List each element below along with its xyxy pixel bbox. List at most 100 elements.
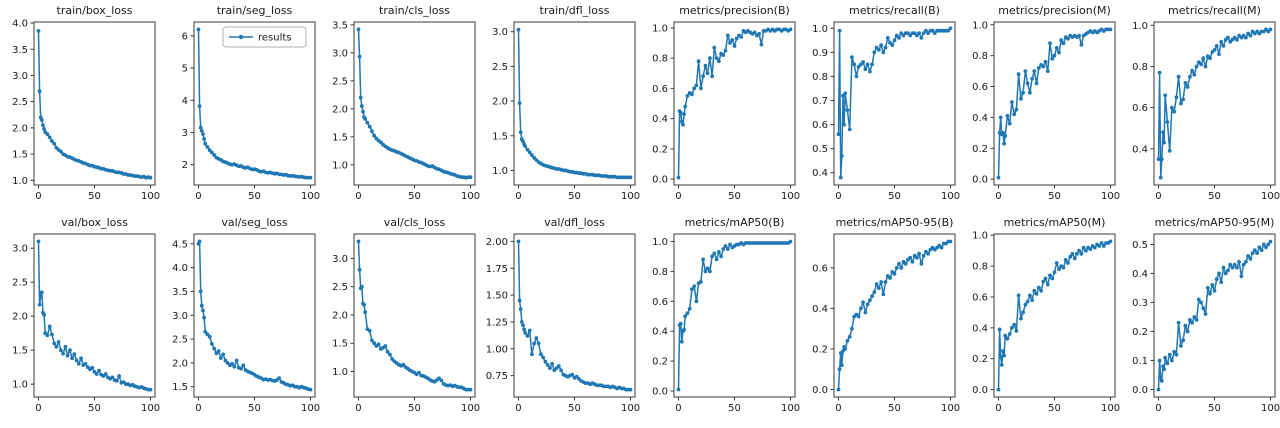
data-point-marker — [212, 346, 217, 351]
data-point-marker — [712, 251, 717, 256]
data-point-marker — [115, 378, 119, 383]
data-point-marker — [543, 359, 548, 364]
y-tick-label: 1.5 — [492, 131, 508, 142]
data-point-marker — [356, 27, 361, 32]
data-point-marker — [37, 89, 42, 94]
data-point-marker — [72, 352, 77, 357]
plot-canvas: train/box_loss 1.0 1.5 2.0 2.5 3.0 3.5 4.0 0 50 10… — [12, 4, 160, 202]
x-tick-label: 50 — [248, 191, 261, 202]
y-tick-label: 0.6 — [812, 263, 828, 274]
plot-canvas: metrics/mAP50(B) 0.0 0.2 0.4 0.6 0.8 1.0 0 50 100 — [652, 216, 800, 414]
data-point-marker — [388, 352, 392, 357]
y-tick-label: 1.0 — [972, 231, 988, 242]
x-tick-label: 50 — [568, 191, 581, 202]
y-axis: 0.75 1.00 1.25 1.50 1.75 2.00 — [486, 237, 514, 382]
data-point-marker — [1246, 254, 1250, 258]
data-point-marker — [1028, 90, 1032, 95]
data-point-marker — [676, 387, 681, 392]
chart-title: metrics/recall(B) — [849, 4, 940, 17]
data-point-marker — [1023, 302, 1028, 307]
data-point-marker — [699, 280, 703, 284]
series-markers — [516, 27, 633, 180]
y-tick-label: 0.75 — [486, 371, 508, 382]
plot-canvas: val/dfl_loss 0.75 1.00 1.25 1.50 1.75 2.00 0 50 1… — [486, 216, 640, 414]
x-tick-label: 100 — [941, 191, 960, 202]
chart-metrics-precision-b-: metrics/precision(B) 0.0 0.2 0.4 0.6 0.8 1.0 0 5… — [640, 0, 800, 212]
plot-spines — [193, 233, 316, 398]
data-point-marker — [518, 307, 523, 311]
data-point-marker — [516, 239, 521, 244]
data-point-marker — [1248, 257, 1253, 261]
y-tick-label: 0.6 — [972, 292, 988, 303]
data-point-marker — [728, 242, 732, 247]
data-point-marker — [47, 135, 52, 140]
y-tick-label: 1.0 — [1132, 21, 1148, 32]
series-line — [997, 28, 1111, 178]
data-point-marker — [94, 372, 99, 376]
data-point-marker — [628, 387, 633, 392]
chart-metrics-map50-m-: metrics/mAP50(M) 0.0 0.2 0.4 0.6 0.8 1.0 0 50 100 — [960, 212, 1120, 424]
x-tick-label: 100 — [1101, 191, 1120, 202]
data-point-marker — [1016, 293, 1021, 298]
series-line — [357, 29, 471, 179]
data-point-marker — [723, 48, 728, 53]
data-point-marker — [1156, 387, 1161, 392]
data-point-marker — [1174, 95, 1179, 100]
data-point-marker — [1158, 175, 1163, 180]
y-axis: 1.0 1.5 2.0 2.5 3.0 3.5 4.0 — [12, 19, 34, 187]
data-point-marker — [1021, 90, 1025, 95]
data-point-marker — [1235, 37, 1239, 42]
data-point-marker — [692, 86, 697, 91]
data-point-marker — [1259, 248, 1264, 253]
x-tick-label: 100 — [1261, 403, 1280, 414]
data-point-marker — [1212, 48, 1217, 52]
y-axis: 0.0 0.2 0.4 0.6 — [812, 263, 834, 396]
data-point-marker — [521, 323, 525, 328]
chart-metrics-map50-95-b-: metrics/mAP50-95(B) 0.0 0.2 0.4 0.6 0 50 100 — [800, 212, 960, 424]
series-markers — [676, 239, 793, 392]
x-tick-label: 100 — [1261, 191, 1280, 202]
data-point-marker — [530, 352, 534, 357]
data-point-marker — [692, 284, 697, 289]
data-point-marker — [1255, 251, 1259, 255]
data-point-marker — [530, 153, 534, 158]
plot-canvas: metrics/recall(B) 0.4 0.5 0.6 0.7 0.8 0.9 1.0 0 5… — [812, 4, 960, 202]
y-tick-label: 0.0 — [652, 175, 668, 186]
x-axis: 0 50 100 — [35, 185, 160, 202]
data-point-marker — [1167, 352, 1172, 357]
data-point-marker — [545, 363, 550, 367]
series-markers — [1156, 27, 1273, 180]
data-point-marker — [45, 333, 50, 338]
data-point-marker — [1036, 66, 1041, 70]
data-point-marker — [716, 250, 721, 254]
y-tick-label: 2.00 — [486, 237, 508, 248]
data-point-marker — [1185, 329, 1190, 334]
y-tick-label: 1.0 — [972, 20, 988, 31]
data-point-marker — [996, 387, 1001, 392]
data-point-marker — [1181, 338, 1185, 343]
x-tick-label: 0 — [195, 403, 201, 414]
data-point-marker — [868, 69, 872, 74]
y-tick-label: 0.8 — [652, 267, 668, 278]
data-point-marker — [518, 130, 523, 135]
data-point-marker — [1001, 130, 1005, 135]
series-markers — [356, 27, 473, 180]
data-point-marker — [525, 147, 530, 152]
plot-canvas: val/box_loss 1.0 1.5 2.0 2.5 3.0 0 50 100 — [12, 216, 160, 414]
data-point-marker — [1188, 318, 1192, 322]
data-point-marker — [97, 368, 101, 373]
chart-train-dfl-loss: train/dfl_loss 1.0 1.5 2.0 2.5 3.0 0 50 100 — [480, 0, 640, 212]
data-point-marker — [59, 348, 63, 353]
data-point-marker — [56, 340, 61, 344]
data-point-marker — [1221, 265, 1226, 270]
data-point-marker — [881, 50, 886, 55]
data-point-marker — [999, 363, 1004, 367]
data-point-marker — [523, 330, 528, 335]
data-point-marker — [897, 36, 901, 40]
data-point-marker — [221, 352, 225, 357]
data-point-marker — [696, 59, 701, 64]
plot-canvas: train/cls_loss 1.0 1.5 2.0 2.5 3.0 3.5 0 50 100 — [332, 4, 480, 202]
data-point-marker — [103, 372, 108, 376]
plot-canvas: train/dfl_loss 1.0 1.5 2.0 2.5 3.0 0 50 100 — [492, 4, 640, 202]
data-point-marker — [1005, 336, 1010, 341]
